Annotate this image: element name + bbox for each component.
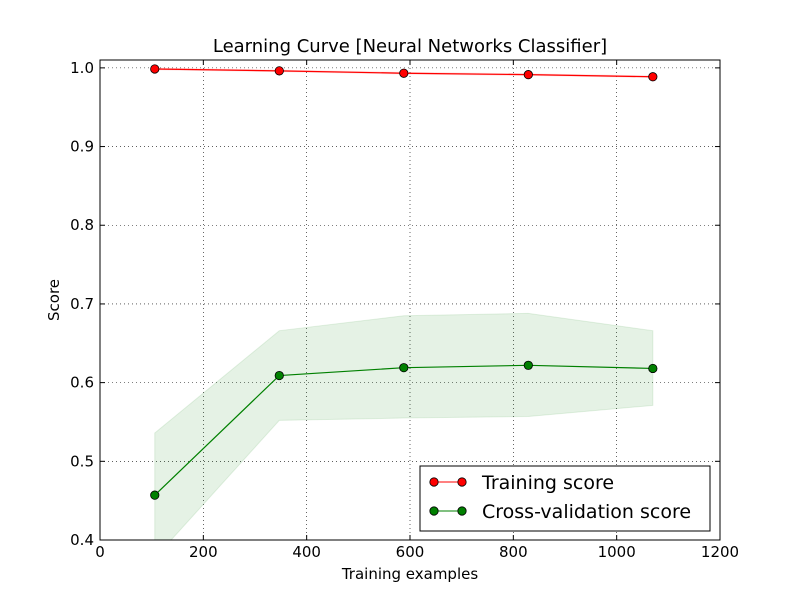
plot-area bbox=[150, 64, 658, 540]
axis-ticks: 0 200 400 600 800 1000 1200 0.4 0.5 0.6 0.7 0.8 0.9 1… bbox=[70, 59, 739, 561]
std-band-1 bbox=[154, 312, 654, 540]
x-tick-label: 200 bbox=[189, 543, 218, 561]
y-tick-label: 0.8 bbox=[70, 216, 94, 234]
legend: Training score Cross-validation score bbox=[419, 465, 711, 532]
x-tick-label: 600 bbox=[396, 543, 425, 561]
data-point-1 bbox=[274, 370, 284, 381]
data-point-0 bbox=[523, 70, 533, 80]
x-tick-label: 400 bbox=[292, 543, 321, 561]
x-tick-label: 800 bbox=[499, 543, 528, 561]
legend-box bbox=[419, 465, 711, 532]
x-tick-label: 0 bbox=[95, 543, 105, 561]
grid bbox=[99, 60, 721, 541]
x-tick-label: 1200 bbox=[701, 543, 739, 561]
data-point-0 bbox=[399, 68, 409, 78]
data-point-0 bbox=[648, 72, 658, 82]
legend-marker-cv-end bbox=[457, 506, 467, 516]
y-tick-label: 0.5 bbox=[70, 452, 94, 470]
data-point-1 bbox=[399, 363, 409, 373]
data-point-0 bbox=[150, 64, 160, 74]
y-axis-label: Score bbox=[45, 279, 63, 321]
y-tick-label: 0.9 bbox=[70, 138, 94, 156]
data-point-1 bbox=[648, 363, 658, 374]
y-tick-label: 0.6 bbox=[70, 374, 94, 392]
data-point-1 bbox=[150, 490, 160, 500]
data-point-0 bbox=[274, 66, 284, 76]
chart-title: Learning Curve [Neural Networks Classifi… bbox=[213, 36, 607, 57]
y-tick-label: 0.4 bbox=[70, 531, 94, 549]
legend-marker-cv bbox=[429, 506, 439, 516]
legend-label-cv: Cross-validation score bbox=[482, 501, 691, 523]
legend-marker-training bbox=[429, 477, 439, 487]
x-tick-label: 1000 bbox=[598, 543, 636, 561]
legend-label-training: Training score bbox=[481, 472, 614, 494]
y-tick-label: 0.7 bbox=[70, 295, 94, 313]
x-axis-label: Training examples bbox=[341, 565, 479, 583]
y-tick-label: 1.0 bbox=[70, 59, 94, 77]
legend-marker-training-end bbox=[457, 477, 467, 487]
data-point-1 bbox=[523, 360, 533, 370]
